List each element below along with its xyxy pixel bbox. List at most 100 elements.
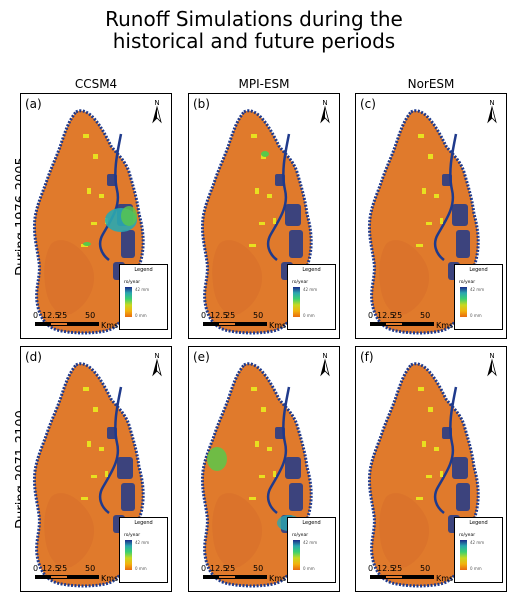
north-arrow-icon: N — [487, 99, 497, 124]
map-legend: Legend ro/year 42 mm 0 mm — [287, 517, 336, 583]
figure-title-line1: Runoff Simulations during the — [105, 7, 403, 31]
scale-tick: 12.5 — [42, 311, 60, 320]
map-panel-b: (b) N Legend ro/year 42 mm 0 mm 0 12.5 25 5… — [188, 93, 340, 339]
scale-bar-graphic — [35, 322, 99, 326]
scale-tick: 0 — [368, 564, 374, 573]
panel-label: (f) — [360, 350, 374, 364]
qatar-runoff-map — [201, 362, 313, 588]
land-shade — [44, 240, 95, 315]
legend-title: Legend — [134, 267, 153, 273]
legend-low-label: 0 mm — [470, 566, 482, 571]
scale-unit: Kms — [269, 574, 287, 583]
panel-label: (d) — [25, 350, 42, 364]
runoff-hotspots — [416, 134, 443, 247]
scale-tick: 25 — [392, 311, 403, 320]
scale-tick: 25 — [225, 564, 236, 573]
scale-ticks: 0 12.5 25 50 — [33, 564, 118, 574]
scale-unit: Kms — [436, 321, 454, 330]
map-legend: Legend ro/year 42 mm 0 mm — [119, 517, 168, 583]
scale-tick: 25 — [392, 564, 403, 573]
land-shade — [212, 240, 263, 315]
scale-bar-graphic — [35, 575, 99, 579]
legend-high-label: 42 mm — [135, 287, 150, 292]
urban-runoff-patches — [107, 427, 135, 533]
panel-label: (a) — [25, 97, 42, 111]
scale-tick: 12.5 — [210, 564, 228, 573]
north-arrow-icon: N — [487, 352, 497, 377]
legend-unit: ro/year — [292, 280, 309, 285]
qatar-runoff-map — [33, 109, 145, 335]
north-arrow-icon: N — [320, 352, 330, 377]
column-header-noresm: NorESM — [407, 77, 455, 91]
scale-tick: 12.5 — [42, 564, 60, 573]
scale-ticks: 0 12.5 25 50 — [368, 564, 453, 574]
scale-tick: 25 — [57, 311, 68, 320]
svg-text:N: N — [154, 99, 159, 107]
scale-bar-graphic — [203, 575, 267, 579]
drainage-channel — [266, 386, 291, 514]
legend-unit: ro/year — [459, 533, 476, 538]
scale-tick: 50 — [253, 564, 264, 573]
drainage-channel — [433, 133, 458, 261]
coastline — [368, 109, 480, 335]
legend-high-label: 42 mm — [303, 287, 318, 292]
legend-low-label: 0 mm — [303, 313, 315, 318]
panel-label: (c) — [360, 97, 376, 111]
map-legend: Legend ro/year 42 mm 0 mm — [454, 517, 503, 583]
scale-ticks: 0 12.5 25 50 — [33, 311, 118, 321]
runoff-hotspots — [416, 387, 443, 500]
scale-tick: 50 — [253, 311, 264, 320]
map-legend: Legend ro/year 42 mm 0 mm — [287, 264, 336, 330]
scale-bar: 0 12.5 25 50 Kms — [201, 311, 286, 333]
scale-tick: 0 — [33, 564, 39, 573]
scale-tick: 12.5 — [377, 564, 395, 573]
legend-color-ramp — [460, 287, 467, 317]
legend-unit: ro/year — [459, 280, 476, 285]
legend-title: Legend — [469, 267, 488, 273]
scale-tick: 0 — [201, 311, 207, 320]
scale-bar-graphic — [203, 322, 267, 326]
legend-unit: ro/year — [124, 533, 141, 538]
scale-tick: 0 — [33, 311, 39, 320]
legend-title: Legend — [469, 520, 488, 526]
scale-tick: 0 — [368, 311, 374, 320]
coastline — [201, 109, 313, 335]
north-arrow-icon: N — [152, 352, 162, 377]
scale-tick: 12.5 — [377, 311, 395, 320]
scale-ticks: 0 12.5 25 50 — [201, 564, 286, 574]
column-header-ccsm4: CCSM4 — [74, 77, 118, 91]
north-arrow-icon: N — [152, 99, 162, 124]
scale-bar: 0 12.5 25 50 Kms — [33, 564, 118, 586]
map-legend: Legend ro/year 42 mm 0 mm — [119, 264, 168, 330]
scale-ticks: 0 12.5 25 50 — [368, 311, 453, 321]
scale-unit: Kms — [436, 574, 454, 583]
coastline — [201, 362, 313, 588]
scale-bar: 0 12.5 25 50 Kms — [201, 564, 286, 586]
svg-text:N: N — [489, 99, 494, 107]
scale-bar: 0 12.5 25 50 Kms — [33, 311, 118, 333]
legend-low-label: 0 mm — [470, 313, 482, 318]
legend-color-ramp — [293, 540, 300, 570]
legend-title: Legend — [302, 520, 321, 526]
scale-ticks: 0 12.5 25 50 — [201, 311, 286, 321]
scale-tick: 25 — [225, 311, 236, 320]
scale-tick: 0 — [201, 564, 207, 573]
legend-color-ramp — [460, 540, 467, 570]
scale-tick: 50 — [85, 311, 96, 320]
land-shade — [212, 493, 263, 568]
map-panel-e: (e) N Legend ro/year 42 mm 0 mm 0 12.5 25 5… — [188, 346, 340, 592]
scale-unit: Kms — [269, 321, 287, 330]
qatar-runoff-map — [33, 362, 145, 588]
drainage-channel — [266, 133, 291, 261]
legend-color-ramp — [125, 540, 132, 570]
legend-low-label: 0 mm — [135, 566, 147, 571]
legend-title: Legend — [302, 267, 321, 273]
scale-tick: 12.5 — [210, 311, 228, 320]
legend-unit: ro/year — [124, 280, 141, 285]
map-panel-f: (f) N Legend ro/year 42 mm 0 mm 0 12.5 25 5… — [355, 346, 507, 592]
legend-high-label: 42 mm — [470, 540, 485, 545]
land-shade — [379, 240, 430, 315]
land-shade — [44, 493, 95, 568]
scale-bar-graphic — [370, 322, 434, 326]
figure-title-line2: historical and future periods — [112, 29, 396, 53]
